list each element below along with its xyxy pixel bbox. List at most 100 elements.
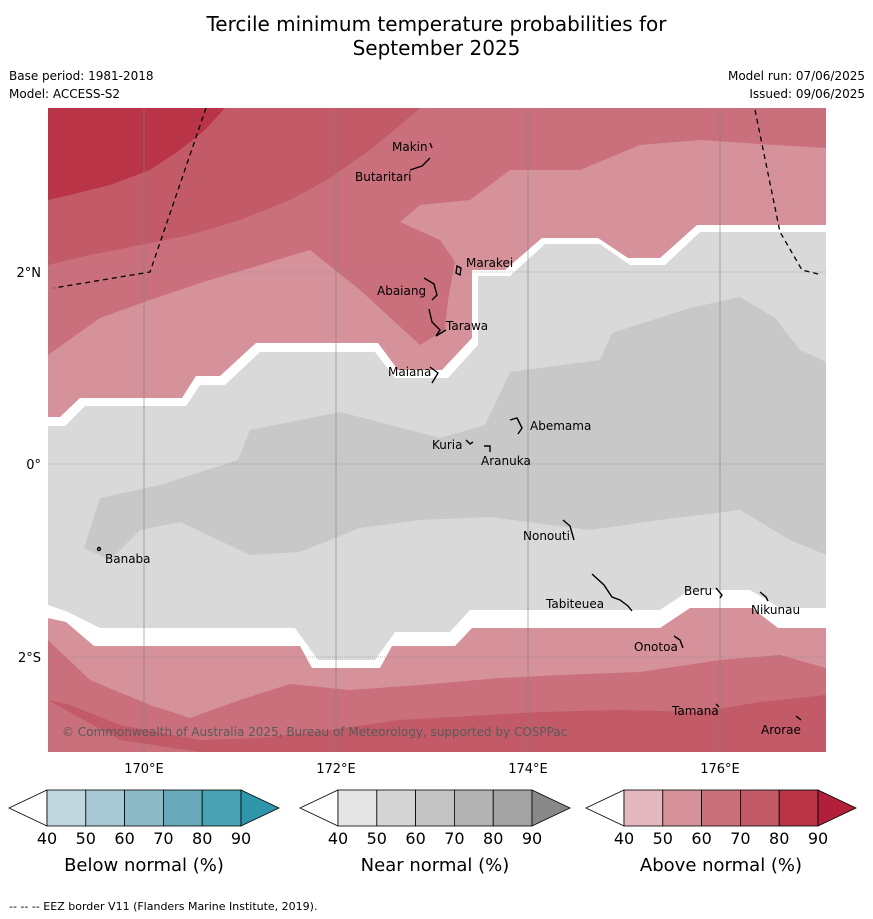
place-label: Banaba: [105, 552, 151, 566]
colorbar-tick-label: 60: [691, 829, 711, 848]
lon-label: 176°E: [700, 762, 740, 777]
place-label: Butaritari: [355, 170, 412, 184]
colorbars: 40 50 60 70 80 90 Below normal (%) 40 50 60 70 80 90…: [8, 789, 857, 876]
island-kuria: [465, 439, 474, 445]
lat-label: 2°N: [17, 266, 42, 281]
colorbar-tick-label: 90: [808, 829, 828, 848]
colorbar-segment: [623, 789, 664, 827]
title-line-2: September 2025: [352, 36, 521, 60]
near-normal-50-region: [84, 297, 826, 560]
colorbar-tick-label: 90: [231, 829, 251, 848]
colorbar-segment: [85, 789, 126, 827]
island-tamana: [715, 703, 720, 708]
colorbar-over-arrow: [817, 789, 857, 827]
place-label: Abemama: [530, 419, 591, 433]
place-label: Tarawa: [445, 319, 488, 333]
issued-date: Issued: 09/06/2025: [749, 87, 865, 101]
place-label: Abaiang: [377, 284, 426, 298]
island-arorae: [795, 715, 802, 721]
place-label: Beru: [684, 584, 712, 598]
colorbar-over-arrow: [531, 789, 571, 827]
island-maiana: [429, 366, 439, 384]
longitude-labels: 170°E 172°E 174°E 176°E: [124, 762, 740, 777]
colorbar-tick-label: 50: [367, 829, 387, 848]
place-label: Marakei: [466, 256, 513, 270]
place-label: Nikunau: [751, 603, 800, 617]
place-labels: Makin Butaritari Marakei Abaiang Tarawa …: [105, 140, 801, 737]
place-label: Tamana: [671, 704, 719, 718]
model-run-date: Model run: 07/06/2025: [727, 69, 865, 83]
above-normal-70-region-south: [48, 695, 826, 752]
base-period: Base period: 1981-2018: [9, 69, 154, 83]
island-nonouti: [562, 519, 575, 541]
colorbar-segment: [740, 789, 780, 827]
colorbar-segment: [492, 789, 533, 827]
lat-label: 2°S: [18, 651, 41, 666]
place-label: Kuria: [432, 438, 463, 452]
copyright-notice: © Commonwealth of Australia 2025, Bureau…: [62, 725, 567, 739]
colorbar-under-arrow: [8, 789, 48, 827]
island-abaiang: [423, 277, 438, 301]
colorbar-tick-label: 70: [730, 829, 750, 848]
island-onotoa: [673, 635, 684, 649]
colorbar-segment: [778, 789, 819, 827]
island-marakei: [455, 264, 462, 277]
colorbar-3: 40 50 60 70 80 90 Above normal (%): [585, 789, 857, 876]
colorbar-tick-label: 50: [653, 829, 673, 848]
colorbar-title: Above normal (%): [640, 855, 802, 876]
colorbar-segment: [376, 789, 416, 827]
island-banaba: [96, 546, 102, 552]
colorbar-segment: [337, 789, 378, 827]
place-label: Onotoa: [634, 640, 678, 654]
place-label: Aranuka: [481, 454, 531, 468]
colorbar-over-arrow: [240, 789, 280, 827]
gridlines: [48, 108, 826, 752]
colorbar-title: Below normal (%): [64, 855, 224, 876]
chart-title: Tercile minimum temperature probabilitie…: [0, 12, 873, 60]
colorbar-segment: [662, 789, 702, 827]
colorbar-tick-label: 50: [76, 829, 96, 848]
lon-label: 170°E: [124, 762, 164, 777]
lon-label: 174°E: [508, 762, 548, 777]
colorbar-under-arrow: [299, 789, 339, 827]
lon-label: 172°E: [316, 762, 356, 777]
place-label: Makin: [392, 140, 428, 154]
island-aranuka: [484, 445, 491, 452]
island-tarawa: [428, 308, 447, 337]
colorbar-under-arrow: [585, 789, 625, 827]
colorbar-title: Near normal (%): [361, 855, 510, 876]
colorbar-tick-label: 80: [769, 829, 789, 848]
island-tabiteuea: [591, 573, 633, 612]
island-makin: [429, 142, 433, 149]
meta-left: Base period: 1981-2018 Model: ACCESS-S2: [9, 67, 154, 103]
latitude-labels: 2°N 0° 2°S: [17, 266, 42, 666]
colorbar-segment: [453, 789, 494, 827]
colorbar-tick-label: 80: [192, 829, 212, 848]
colorbar-segment: [701, 789, 741, 827]
place-label: Nonouti: [523, 529, 570, 543]
island-beru: [715, 587, 723, 599]
place-label: Tabiteuea: [545, 597, 604, 611]
title-line-1: Tercile minimum temperature probabilitie…: [206, 12, 667, 36]
colorbar-tick-label: 40: [328, 829, 348, 848]
eez-border: [53, 108, 823, 289]
colorbar-tick-label: 40: [614, 829, 634, 848]
colorbar-segment: [201, 789, 242, 827]
meta-right: Model run: 07/06/2025 Issued: 09/06/2025: [728, 67, 865, 103]
island-butaritari: [409, 157, 431, 171]
colorbar-tick-label: 90: [522, 829, 542, 848]
colorbar-segment: [415, 789, 455, 827]
colorbar-segment: [124, 789, 164, 827]
place-label: Arorae: [761, 723, 801, 737]
island-abemama: [509, 417, 523, 435]
colorbar-tick-label: 70: [153, 829, 173, 848]
place-label: Maiana: [388, 365, 431, 379]
colorbar-segment: [46, 789, 87, 827]
colorbar-segment: [162, 789, 203, 827]
colorbar-tick-label: 60: [114, 829, 134, 848]
colorbar-tick-label: 80: [483, 829, 503, 848]
colorbar-tick-label: 60: [405, 829, 425, 848]
map-fill: [48, 108, 826, 752]
colorbar-tick-label: 70: [444, 829, 464, 848]
